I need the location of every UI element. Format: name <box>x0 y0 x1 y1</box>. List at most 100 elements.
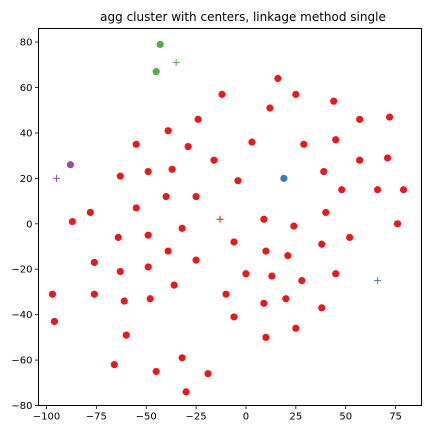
data-point <box>266 104 273 111</box>
data-point <box>153 368 160 375</box>
y-tick-label: −40 <box>11 310 32 321</box>
data-point <box>386 113 393 120</box>
data-point <box>318 241 325 248</box>
data-point <box>165 127 172 134</box>
data-point <box>117 173 124 180</box>
data-points <box>49 41 407 396</box>
x-axis: −100 −75 −50 −25 0 25 50 75 <box>33 406 402 423</box>
cluster-center-marker <box>53 175 60 182</box>
y-axis: −80 −60 −40 −20 0 20 40 60 80 <box>11 38 38 412</box>
data-point <box>145 168 152 175</box>
data-point <box>230 313 237 320</box>
data-point <box>284 252 291 259</box>
data-point <box>123 331 130 338</box>
data-point <box>400 186 407 193</box>
data-point <box>133 204 140 211</box>
cluster-center-marker <box>217 216 224 223</box>
cluster-centers <box>53 59 381 284</box>
x-tick-label: 50 <box>339 412 352 423</box>
data-point <box>69 218 76 225</box>
data-point <box>210 157 217 164</box>
data-point <box>346 234 353 241</box>
data-point <box>230 238 237 245</box>
data-point <box>157 41 164 48</box>
data-point <box>111 361 118 368</box>
data-point <box>179 354 186 361</box>
data-point <box>163 193 170 200</box>
data-point <box>322 209 329 216</box>
data-point <box>133 141 140 148</box>
data-point <box>318 304 325 311</box>
data-point <box>91 291 98 298</box>
data-point <box>330 98 337 105</box>
plot-frame <box>39 29 422 406</box>
data-point <box>147 295 154 302</box>
data-point <box>356 116 363 123</box>
data-point <box>67 161 74 168</box>
y-tick-label: 0 <box>26 219 32 230</box>
cluster-center-marker <box>374 277 381 284</box>
x-tick-label: 75 <box>389 412 402 423</box>
data-point <box>121 297 128 304</box>
data-point <box>179 225 186 232</box>
data-point <box>332 270 339 277</box>
data-point <box>280 175 287 182</box>
data-point <box>260 216 267 223</box>
data-point <box>338 186 345 193</box>
x-tick-label: −50 <box>136 412 157 423</box>
data-point <box>234 177 241 184</box>
data-point <box>320 168 327 175</box>
chart-title: agg cluster with centers, linkage method… <box>100 10 386 24</box>
data-point <box>290 222 297 229</box>
x-tick-label: 25 <box>289 412 302 423</box>
data-point <box>292 91 299 98</box>
data-point <box>194 116 201 123</box>
data-point <box>356 157 363 164</box>
y-tick-label: −80 <box>11 401 32 412</box>
y-tick-label: 40 <box>20 128 33 139</box>
data-point <box>51 318 58 325</box>
data-point <box>204 370 211 377</box>
data-point <box>145 263 152 270</box>
data-point <box>115 234 122 241</box>
data-point <box>145 232 152 239</box>
data-point <box>260 300 267 307</box>
data-point <box>248 138 255 145</box>
data-point <box>153 68 160 75</box>
data-point <box>218 91 225 98</box>
data-point <box>292 325 299 332</box>
data-point <box>298 277 305 284</box>
y-tick-label: −60 <box>11 356 32 367</box>
data-point <box>192 257 199 264</box>
y-tick-label: −20 <box>11 265 32 276</box>
data-point <box>49 291 56 298</box>
data-point <box>165 247 172 254</box>
x-tick-label: 0 <box>243 412 249 423</box>
y-tick-label: 20 <box>20 174 33 185</box>
data-point <box>169 166 176 173</box>
data-point <box>242 270 249 277</box>
data-point <box>171 282 178 289</box>
data-point <box>274 75 281 82</box>
data-point <box>268 272 275 279</box>
cluster-center-marker <box>173 59 180 66</box>
data-point <box>185 143 192 150</box>
x-tick-label: −75 <box>86 412 107 423</box>
data-point <box>262 247 269 254</box>
data-point <box>117 268 124 275</box>
data-point <box>87 209 94 216</box>
data-point <box>192 193 199 200</box>
y-tick-label: 80 <box>20 38 33 49</box>
data-point <box>300 141 307 148</box>
data-point <box>183 388 190 395</box>
data-point <box>374 186 381 193</box>
data-point <box>222 291 229 298</box>
data-point <box>394 220 401 227</box>
data-point <box>384 154 391 161</box>
x-tick-label: −100 <box>33 412 60 423</box>
data-point <box>262 334 269 341</box>
data-point <box>332 136 339 143</box>
data-point <box>91 259 98 266</box>
